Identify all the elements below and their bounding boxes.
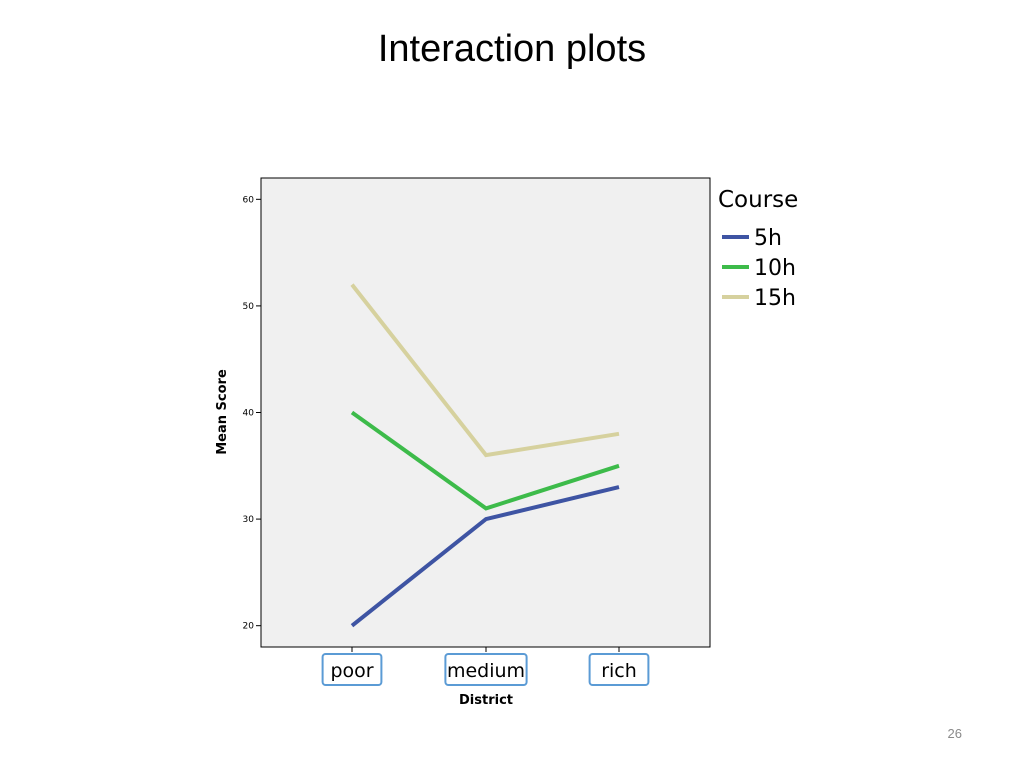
category-box bbox=[588, 653, 650, 686]
legend-label: 5h bbox=[754, 226, 782, 251]
series-line-10h bbox=[350, 410, 620, 511]
category-label: rich bbox=[601, 660, 637, 682]
category-label: medium bbox=[447, 660, 525, 682]
y-tick-label: 30 bbox=[243, 515, 255, 525]
series-line-5h bbox=[350, 485, 620, 628]
category-box bbox=[444, 653, 528, 686]
y-tick-label: 60 bbox=[243, 195, 255, 205]
category-label: poor bbox=[330, 660, 373, 682]
category-box bbox=[321, 653, 383, 686]
y-axis-title: Mean Score bbox=[215, 369, 230, 455]
series-line-15h bbox=[350, 283, 620, 458]
y-tick-label: 20 bbox=[243, 622, 255, 632]
legend-label: 15h bbox=[754, 286, 796, 311]
legend-title: Course bbox=[718, 187, 798, 213]
x-axis-title: District bbox=[459, 693, 513, 708]
slide-title: Interaction plots bbox=[377, 28, 647, 70]
y-tick-label: 40 bbox=[243, 409, 255, 419]
page-number: 26 bbox=[947, 726, 962, 741]
plot-area bbox=[260, 177, 711, 648]
legend-label: 10h bbox=[754, 256, 796, 281]
y-tick-label: 50 bbox=[243, 302, 255, 312]
